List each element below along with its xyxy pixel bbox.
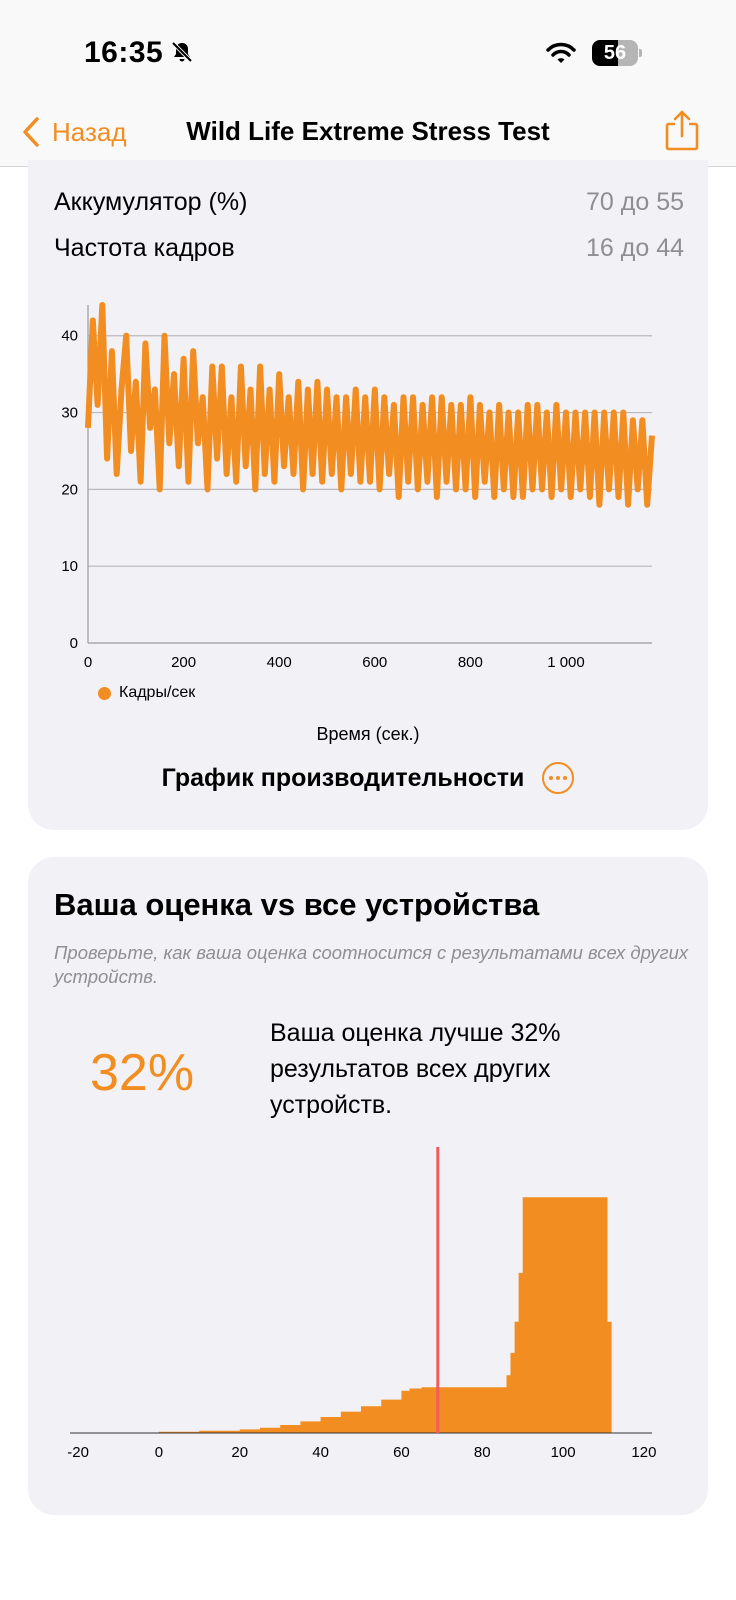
x-tick-label: 0 (84, 654, 92, 671)
score-card-title: Ваша оценка vs все устройства (54, 887, 540, 922)
bell-slash-icon (170, 40, 194, 69)
x-tick-label: 20 (231, 1444, 248, 1461)
x-tick-label: 1 000 (547, 654, 585, 671)
y-tick-label: 10 (61, 558, 78, 575)
y-tick-label: 20 (61, 481, 78, 498)
battery-level: 56 (603, 42, 627, 64)
stat-label: Частота кадров (54, 234, 235, 262)
score-percent: 32% (90, 1044, 195, 1102)
status-time: 16:35 (84, 36, 164, 69)
score-description: Ваша оценка лучше 32% результатов всех д… (270, 1019, 561, 1119)
performance-graph-title: График производительности (161, 763, 525, 792)
x-tick-label: 120 (631, 1444, 656, 1461)
share-icon (665, 110, 699, 151)
x-tick-label: 200 (171, 654, 196, 671)
x-axis-title: Время (сек.) (316, 724, 420, 744)
x-tick-label: 80 (474, 1444, 491, 1461)
legend-swatch (98, 686, 111, 700)
page-title: Wild Life Extreme Stress Test (186, 116, 550, 146)
score-distribution-chart: -20 0 20 40 60 80 100 120 (67, 1147, 656, 1461)
more-options-icon[interactable] (542, 762, 575, 794)
navigation-bar: Назад Wild Life Extreme Stress Test (0, 100, 736, 167)
legend-label: Кадры/сек (119, 684, 196, 701)
x-tick-label: 0 (155, 1444, 163, 1461)
stat-label: Аккумулятор (%) (54, 188, 248, 216)
performance-graph-row: График производительности (28, 762, 708, 794)
y-tick-label: 0 (70, 635, 78, 652)
x-tick-label: 800 (458, 654, 483, 671)
wifi-icon (546, 42, 576, 69)
x-tick-label: -20 (67, 1444, 89, 1461)
x-tick-label: 600 (362, 654, 387, 671)
back-button[interactable]: Назад (22, 114, 127, 150)
share-button[interactable] (664, 108, 700, 157)
y-tick-label: 40 (61, 328, 78, 345)
y-tick-label: 30 (61, 405, 78, 422)
distribution-area (78, 1197, 616, 1433)
chevron-left-icon (23, 117, 39, 147)
score-card-subtitle: Проверьте, как ваша оценка соотносится с… (54, 942, 689, 987)
chart-legend: Кадры/сек (98, 684, 195, 702)
stat-value: 16 до 44 (586, 234, 684, 262)
x-tick-label: 60 (393, 1444, 410, 1461)
stat-value: 70 до 55 (586, 188, 684, 216)
status-bar: 16:35 56 (0, 0, 736, 100)
x-tick-label: 400 (267, 654, 292, 671)
score-comparison-card: Ваша оценка vs все устройства Проверьте,… (28, 857, 708, 1515)
back-label: Назад (52, 116, 127, 147)
x-tick-label: 100 (551, 1444, 576, 1461)
performance-card: Аккумулятор (%) 70 до 55 Частота кадров … (28, 160, 708, 830)
battery-icon: 56 (592, 40, 642, 66)
x-tick-label: 40 (312, 1444, 329, 1461)
fps-series-line (85, 302, 655, 508)
